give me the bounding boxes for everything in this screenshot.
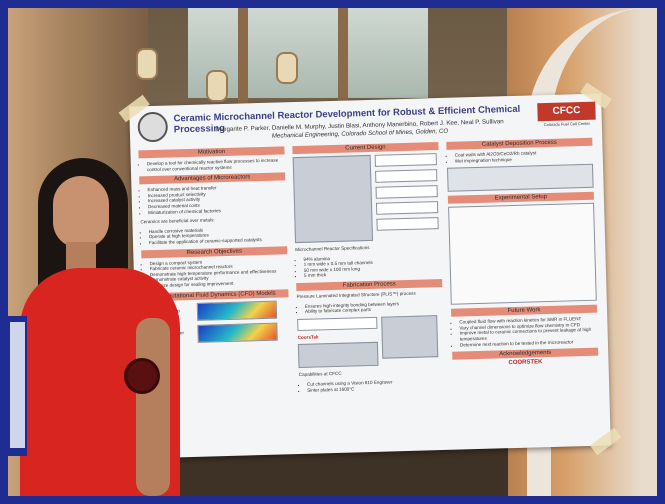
poster-column-3: Catalyst Deposition Process Coat walls w… xyxy=(446,137,599,373)
brooch xyxy=(124,358,160,394)
research-poster: Ceramic Microchannel Reactor Development… xyxy=(118,82,622,459)
cfcc-logo: CFCC xyxy=(537,101,596,122)
engraver-image xyxy=(381,314,439,359)
lamp xyxy=(136,48,158,80)
process-step-box xyxy=(297,316,378,331)
pillar xyxy=(238,8,248,118)
side-badge-inner xyxy=(10,322,25,448)
label-box xyxy=(375,185,438,199)
label-box xyxy=(376,217,439,231)
cfd-plot-image xyxy=(197,322,278,343)
fab-text: Pressure Laminated Integrated Structure … xyxy=(296,290,416,300)
section-header: Experimental Setup xyxy=(447,191,594,204)
school-seal-icon xyxy=(137,111,169,143)
label-box xyxy=(374,153,437,167)
photograph: Ceramic Microchannel Reactor Development… xyxy=(8,8,657,496)
section-header: Catalyst Deposition Process xyxy=(446,137,593,150)
poster-column-2: Current Design Microchannel Reactor Spec… xyxy=(292,142,445,397)
experimental-setup-schematic xyxy=(448,202,597,305)
cfcc-subtitle: Colorado Fuel Cell Center xyxy=(543,120,591,128)
reactor-plate-image xyxy=(292,154,374,244)
coorstek-label: CoorsTek xyxy=(297,334,319,340)
label-box xyxy=(375,201,439,215)
lamp xyxy=(206,70,228,102)
atrium-window xyxy=(188,8,428,98)
cfd-plot-image xyxy=(196,300,278,321)
section-header: Current Design xyxy=(292,142,439,155)
label-box xyxy=(375,169,438,183)
pillar xyxy=(338,8,348,118)
section-header: Acknowledgements xyxy=(452,347,599,360)
neck xyxy=(66,242,96,272)
presenter-person xyxy=(20,158,180,496)
lamp xyxy=(276,52,298,84)
section-header: Future Work xyxy=(450,304,598,317)
catalyst-diagram xyxy=(447,163,594,192)
ack-logo: COORSTEK xyxy=(508,359,543,367)
laminate-stack-image xyxy=(297,342,379,369)
section-header: Fabrication Process xyxy=(296,278,443,292)
arm xyxy=(136,318,170,496)
section-header: Motivation xyxy=(138,146,285,159)
face xyxy=(53,176,109,248)
